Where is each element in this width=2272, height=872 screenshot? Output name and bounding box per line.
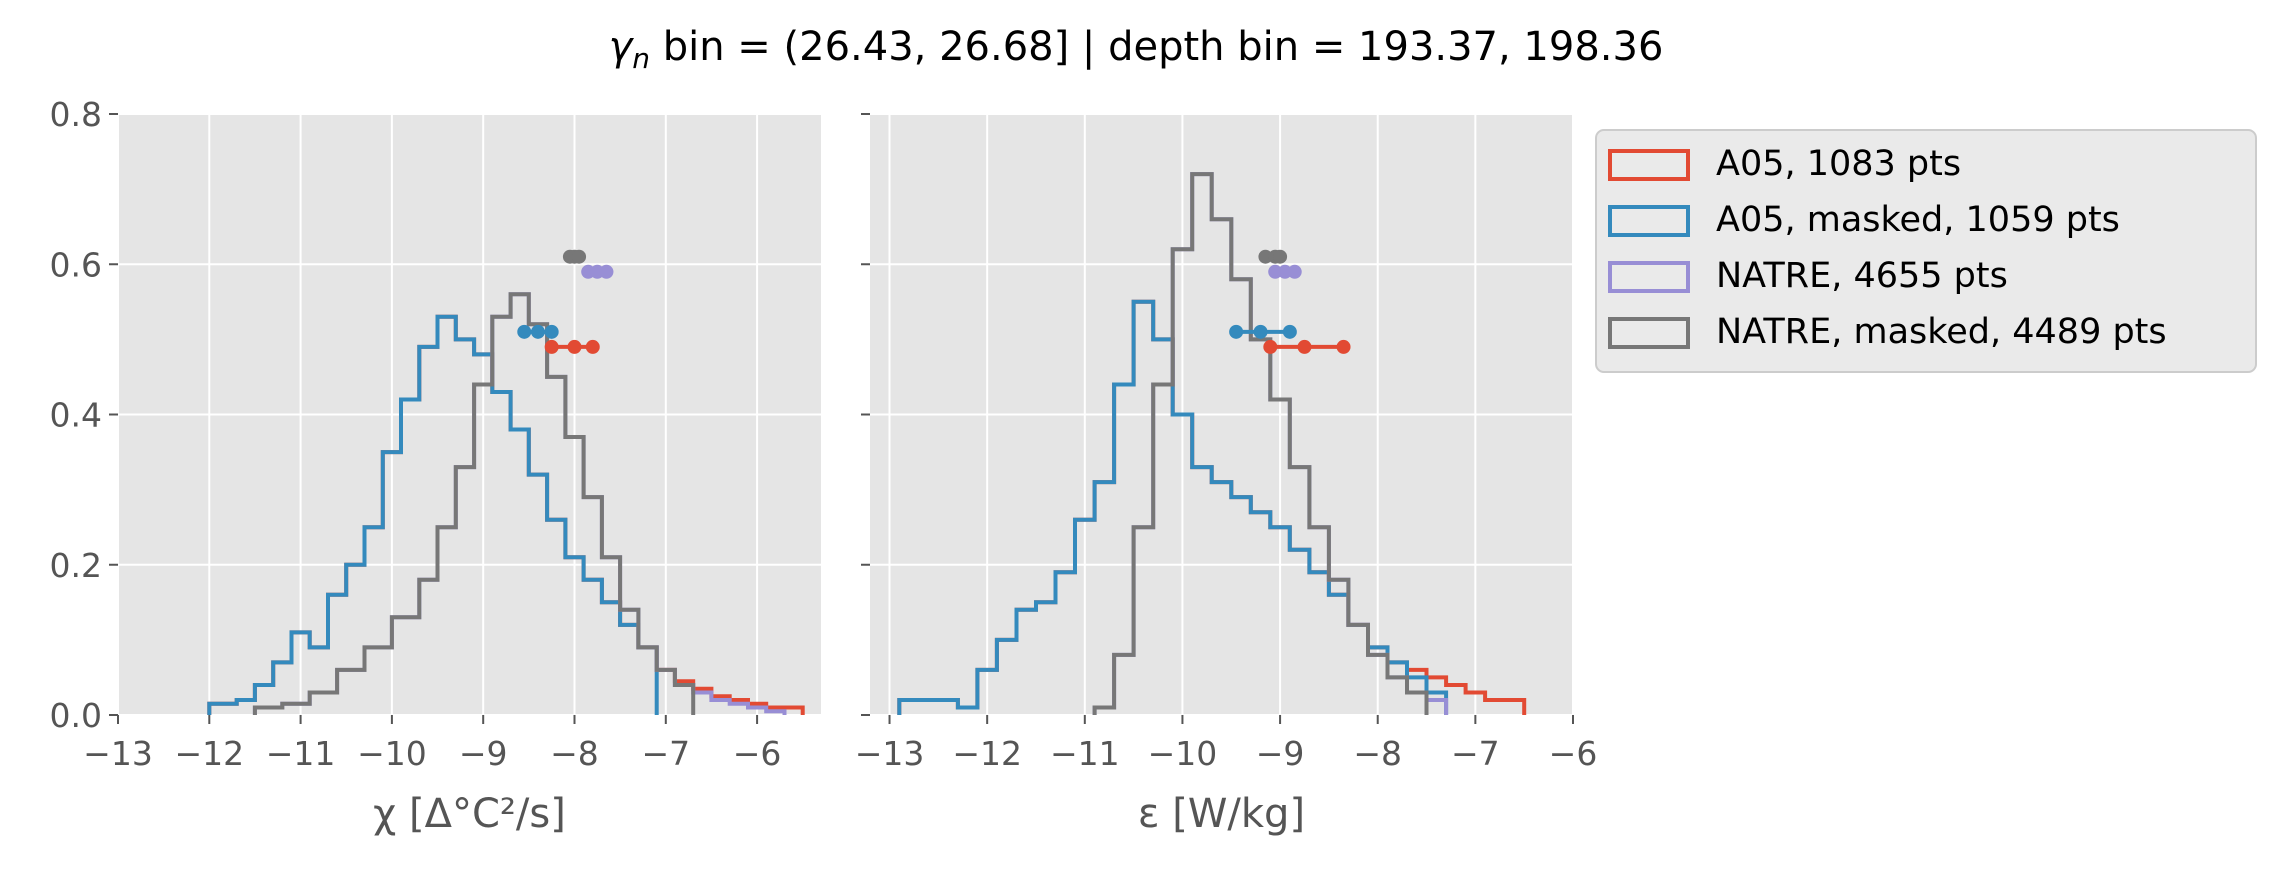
histogram-series bbox=[252, 292, 696, 715]
x-tick-label: −12 bbox=[952, 734, 1022, 773]
x-tick-label: −12 bbox=[174, 734, 244, 773]
x-axis-label: χ [Δ°C²/s] bbox=[373, 791, 566, 837]
marker-point bbox=[517, 324, 532, 339]
x-tick-label: −7 bbox=[1451, 734, 1500, 773]
marker-point bbox=[544, 339, 559, 354]
y-tick-label: 0.6 bbox=[50, 245, 102, 284]
x-tick-label: −10 bbox=[1148, 734, 1218, 773]
x-tick-label: −11 bbox=[1050, 734, 1120, 773]
x-tick-label: −6 bbox=[1549, 734, 1598, 773]
x-tick-label: −8 bbox=[550, 734, 599, 773]
x-tick-label: −6 bbox=[733, 734, 782, 773]
legend-swatch bbox=[1608, 317, 1690, 349]
marker-point bbox=[1263, 339, 1278, 354]
legend-label: A05, masked, 1059 pts bbox=[1716, 200, 2120, 240]
marker-point bbox=[1229, 324, 1244, 339]
x-tick-label: −9 bbox=[1256, 734, 1305, 773]
x-tick-label: −13 bbox=[83, 734, 153, 773]
marker-point bbox=[1297, 339, 1312, 354]
marker-point bbox=[1268, 264, 1283, 279]
legend-entry: NATRE, masked, 4489 pts bbox=[1608, 312, 2167, 352]
marker-point bbox=[572, 249, 587, 264]
marker-point bbox=[1336, 339, 1351, 354]
figure-title: γn bin = (26.43, 26.68] | depth bin = 19… bbox=[609, 24, 1664, 75]
y-tick-label: 0.0 bbox=[50, 696, 102, 735]
x-tick-label: −9 bbox=[459, 734, 508, 773]
y-tick-label: 0.8 bbox=[50, 95, 102, 134]
x-tick-label: −10 bbox=[357, 734, 427, 773]
x-tick-label: −13 bbox=[855, 734, 925, 773]
y-tick-label: 0.2 bbox=[50, 546, 102, 585]
marker-point bbox=[1258, 249, 1273, 264]
x-tick-label: −7 bbox=[641, 734, 690, 773]
x-tick-label: −11 bbox=[266, 734, 336, 773]
marker-point bbox=[567, 339, 582, 354]
legend-swatch bbox=[1608, 261, 1690, 293]
legend-label: NATRE, masked, 4489 pts bbox=[1716, 312, 2167, 352]
histogram-series bbox=[1092, 172, 1429, 715]
marker-point bbox=[544, 324, 559, 339]
marker-point bbox=[1273, 249, 1288, 264]
legend-frame bbox=[1595, 129, 2257, 373]
epsilon-histogram-panel: −13 −12 −11 −10 −9 −8 −7 −6 ε [W/kg] bbox=[855, 113, 1598, 837]
marker-point bbox=[1287, 264, 1302, 279]
legend-swatch bbox=[1608, 149, 1690, 181]
chi-histogram-panel: −13 −12 −11 −10 −9 −8 −7 −6 0.0 0.2 0.4 0.6 0.8 χ [Δ°… bbox=[50, 95, 821, 837]
y-tick-label: 0.4 bbox=[50, 396, 102, 435]
x-axis-label: ε [W/kg] bbox=[1138, 791, 1305, 837]
legend-swatch bbox=[1608, 205, 1690, 237]
marker-point bbox=[530, 324, 545, 339]
marker-point bbox=[1253, 324, 1268, 339]
marker-point bbox=[585, 339, 600, 354]
legend: A05, 1083 pts A05, masked, 1059 pts NATR… bbox=[1595, 129, 2257, 373]
marker-point bbox=[1282, 324, 1297, 339]
marker-point bbox=[1277, 264, 1292, 279]
legend-entry: A05, 1083 pts bbox=[1608, 144, 1961, 184]
legend-entry: A05, masked, 1059 pts bbox=[1608, 200, 2120, 240]
legend-entry: NATRE, 4655 pts bbox=[1608, 256, 2008, 296]
x-tick-label: −8 bbox=[1353, 734, 1402, 773]
legend-label: NATRE, 4655 pts bbox=[1716, 256, 2008, 296]
legend-label: A05, 1083 pts bbox=[1716, 144, 1961, 184]
marker-point bbox=[599, 264, 614, 279]
histogram-series bbox=[207, 314, 659, 715]
